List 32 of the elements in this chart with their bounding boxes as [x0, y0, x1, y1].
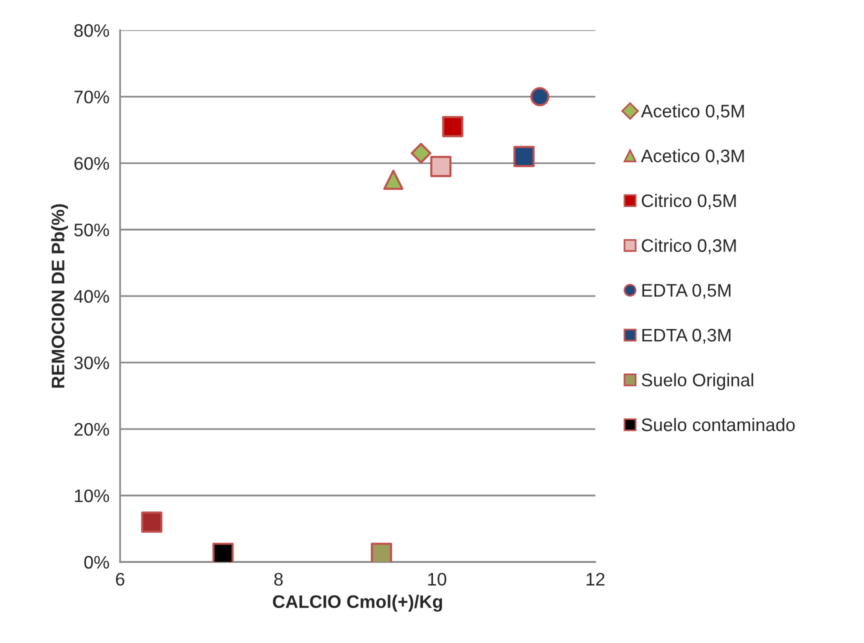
point — [513, 146, 535, 168]
point — [370, 542, 392, 562]
y-axis-title: REMOCION DE Pb(%) — [51, 204, 68, 388]
point — [383, 170, 404, 190]
point — [442, 116, 464, 138]
x-axis-title: CALCIO Cmol(+)/Kg — [272, 594, 442, 612]
x-tick-label: 10 — [428, 572, 446, 586]
legend-label: Acetico 0,5M — [640, 104, 744, 120]
point — [530, 87, 550, 106]
point — [212, 542, 234, 562]
legend-label: Acetico 0,3M — [640, 149, 744, 164]
y-tick-label: 70% — [74, 90, 110, 104]
y-tick-label: 40% — [74, 290, 110, 303]
legend-label: Suelo Original — [642, 373, 754, 390]
x-tick-label: 12 — [586, 572, 604, 586]
x-tick-label: 8 — [274, 572, 283, 586]
point — [141, 511, 162, 533]
y-tick-label: 0% — [84, 556, 110, 569]
y-tick-label: 10% — [74, 489, 110, 502]
point — [410, 142, 432, 164]
x-tick-label: 6 — [116, 572, 124, 586]
legend-label: Suelo contaminado — [642, 418, 795, 432]
y-tick-label: 20% — [74, 422, 110, 436]
y-tick-label: 80% — [74, 24, 110, 37]
legend-label: EDTA 0,5M — [642, 284, 730, 299]
y-tick-label: 30% — [74, 356, 110, 370]
point — [430, 156, 452, 178]
legend-label: Citrico 0,3M — [642, 238, 736, 254]
legend-label: Citrico 0,5M — [642, 194, 736, 210]
y-tick-label: 60% — [74, 157, 110, 170]
y-tick-label: 50% — [74, 224, 110, 236]
legend-label: EDTA 0,3M — [642, 328, 730, 344]
